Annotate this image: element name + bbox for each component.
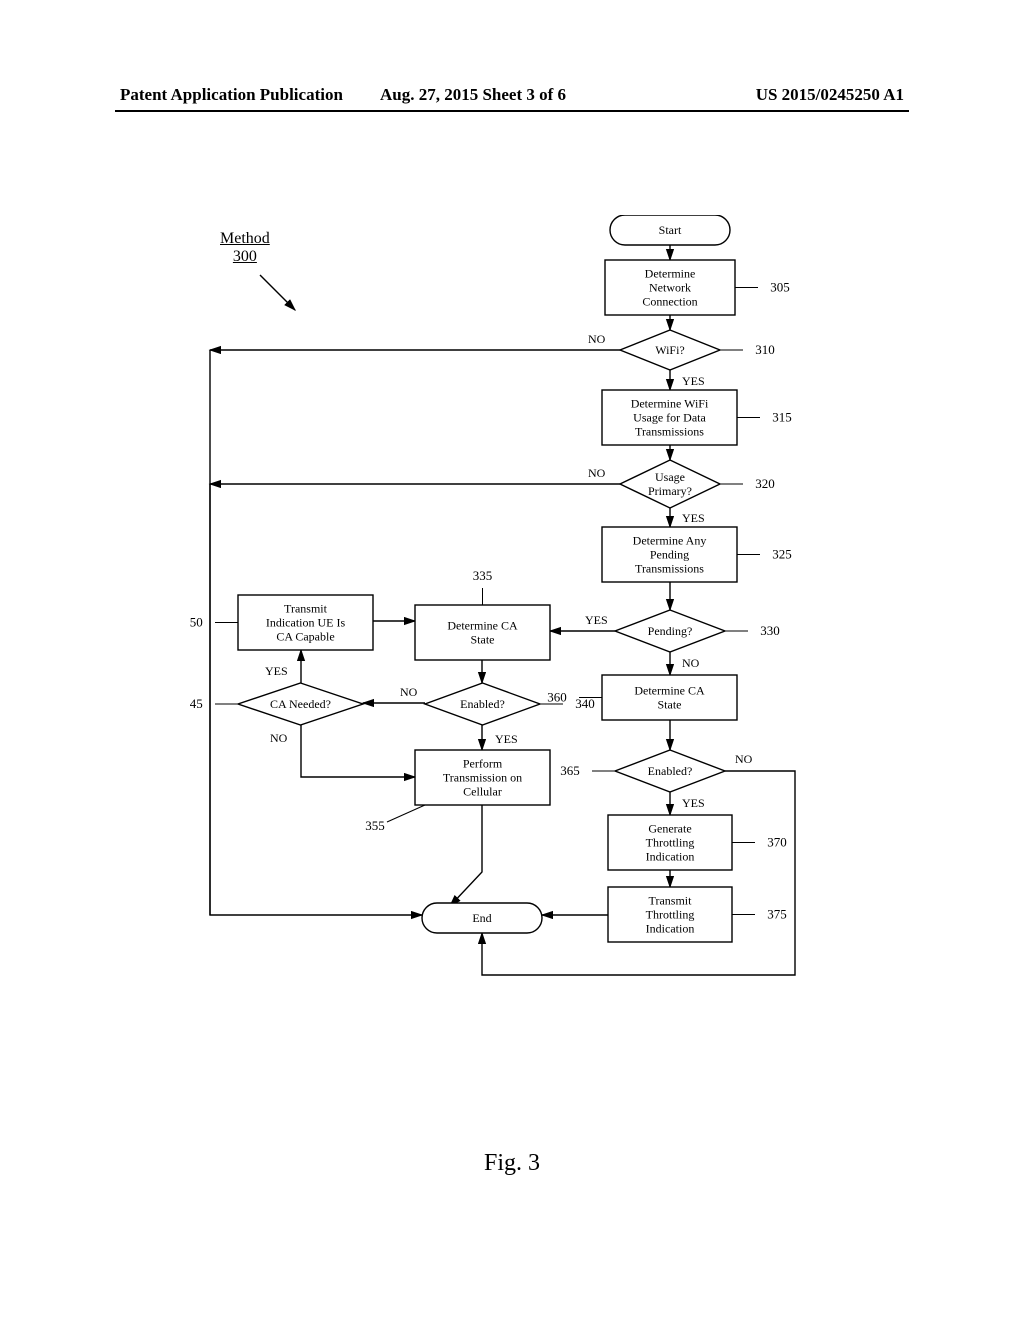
svg-text:Determine CA: Determine CA: [447, 619, 518, 633]
svg-text:375: 375: [767, 907, 787, 922]
svg-text:YES: YES: [585, 613, 608, 627]
svg-text:WiFi?: WiFi?: [655, 343, 685, 357]
svg-text:320: 320: [755, 476, 775, 491]
flowchart: YES YES NO YES NO NO YES NO YES YES NO NO Start Dete…: [190, 215, 850, 1005]
svg-text:Network: Network: [649, 281, 691, 295]
svg-text:Enabled?: Enabled?: [648, 764, 693, 778]
svg-text:Throttling: Throttling: [646, 836, 695, 850]
svg-text:Perform: Perform: [463, 757, 503, 771]
svg-text:Pending: Pending: [650, 548, 689, 562]
svg-text:CA Capable: CA Capable: [276, 630, 334, 644]
svg-text:Transmission on: Transmission on: [443, 771, 522, 785]
svg-text:Indication: Indication: [646, 850, 695, 864]
svg-text:YES: YES: [265, 664, 288, 678]
svg-text:Determine Any: Determine Any: [633, 534, 707, 548]
svg-text:Indication UE Is: Indication UE Is: [266, 616, 346, 630]
svg-text:305: 305: [770, 280, 790, 295]
svg-text:Cellular: Cellular: [463, 785, 502, 799]
svg-text:YES: YES: [682, 796, 705, 810]
svg-text:Indication: Indication: [646, 922, 695, 936]
svg-text:YES: YES: [682, 374, 705, 388]
svg-text:Usage: Usage: [655, 470, 685, 484]
svg-text:YES: YES: [495, 732, 518, 746]
svg-text:330: 330: [760, 623, 780, 638]
svg-text:Transmit: Transmit: [649, 894, 693, 908]
svg-text:NO: NO: [735, 752, 753, 766]
header-rule: [115, 110, 909, 112]
svg-text:Primary?: Primary?: [648, 484, 692, 498]
svg-text:Pending?: Pending?: [648, 624, 693, 638]
svg-text:340: 340: [575, 696, 595, 711]
svg-text:Connection: Connection: [642, 295, 697, 309]
svg-text:Determine WiFi: Determine WiFi: [631, 397, 709, 411]
svg-text:315: 315: [772, 410, 792, 425]
header-mid: Aug. 27, 2015 Sheet 3 of 6: [380, 85, 566, 105]
svg-text:Transmissions: Transmissions: [635, 425, 704, 439]
svg-text:365: 365: [560, 763, 580, 778]
svg-text:NO: NO: [588, 332, 606, 346]
svg-text:325: 325: [772, 547, 792, 562]
svg-text:350: 350: [190, 615, 203, 630]
svg-text:Generate: Generate: [648, 822, 691, 836]
svg-text:State: State: [471, 633, 495, 647]
svg-text:NO: NO: [400, 685, 418, 699]
page: Patent Application Publication Aug. 27, …: [0, 0, 1024, 1320]
svg-text:Usage for Data: Usage for Data: [633, 411, 706, 425]
svg-text:310: 310: [755, 342, 775, 357]
svg-text:State: State: [658, 698, 682, 712]
svg-text:335: 335: [473, 568, 493, 583]
svg-text:Start: Start: [659, 223, 682, 237]
svg-text:NO: NO: [682, 656, 700, 670]
svg-text:360: 360: [547, 690, 567, 705]
svg-text:CA Needed?: CA Needed?: [270, 697, 331, 711]
svg-text:355: 355: [365, 818, 385, 833]
svg-text:Throttling: Throttling: [646, 908, 695, 922]
svg-text:YES: YES: [682, 511, 705, 525]
header-right: US 2015/0245250 A1: [756, 85, 904, 105]
header-left: Patent Application Publication: [120, 85, 343, 105]
figure-caption: Fig. 3: [0, 1150, 1024, 1177]
svg-text:370: 370: [767, 835, 787, 850]
svg-text:Determine CA: Determine CA: [634, 684, 705, 698]
svg-text:345: 345: [190, 696, 203, 711]
svg-text:NO: NO: [588, 466, 606, 480]
svg-text:NO: NO: [270, 731, 288, 745]
svg-text:End: End: [472, 911, 491, 925]
svg-text:Enabled?: Enabled?: [460, 697, 505, 711]
svg-text:Transmit: Transmit: [284, 602, 328, 616]
svg-text:Transmissions: Transmissions: [635, 562, 704, 576]
svg-text:Determine: Determine: [645, 267, 696, 281]
